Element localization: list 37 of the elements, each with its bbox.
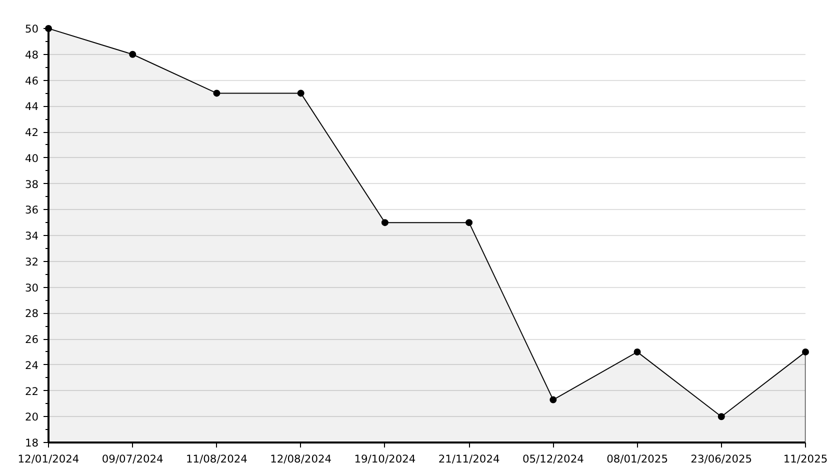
y-tick-label: 22	[24, 384, 39, 398]
y-tick-label: 38	[24, 178, 39, 191]
y-tick-label: 34	[24, 230, 39, 242]
point	[213, 90, 220, 97]
x-tick-label: 19/10/2024	[354, 452, 416, 466]
point	[634, 348, 641, 356]
point	[381, 219, 388, 226]
y-tick-label: 40	[24, 152, 39, 165]
point	[802, 348, 809, 356]
point	[297, 90, 304, 97]
y-tick-label: 24	[24, 358, 39, 372]
x-tick-label: 21/11/2024	[438, 452, 500, 466]
point	[718, 413, 725, 420]
point	[45, 25, 52, 32]
y-tick-label: 18	[24, 436, 39, 450]
x-tick-label: 05/12/2024	[522, 452, 584, 466]
point	[550, 396, 557, 404]
y-tick-label: 50	[24, 22, 39, 36]
x-tick-label: 11/08/2024	[186, 452, 248, 466]
y-tick-label: 46	[24, 74, 39, 88]
x-tick-label: 12/08/2024	[270, 452, 332, 466]
x-tick-label: 23/06/2025	[690, 452, 752, 466]
x-tick-label: 12/01/2024	[18, 452, 80, 466]
y-tick-label: 26	[24, 333, 39, 346]
y-tick-label: 36	[24, 204, 39, 217]
y-tick-label: 44	[24, 100, 39, 114]
x-tick-label: 08/01/2025	[606, 452, 668, 466]
y-tick-label: 20	[24, 410, 39, 424]
y-tick-label: 30	[24, 281, 39, 294]
y-tick-label: 32	[24, 255, 39, 268]
point	[129, 50, 136, 58]
y-tick-label: 28	[24, 307, 39, 320]
y-tick-label: 42	[24, 126, 39, 139]
x-tick-label: 09/07/2024	[102, 452, 164, 466]
x-tick-label: 11/2025	[783, 452, 828, 466]
y-tick-label: 48	[24, 48, 39, 62]
point	[466, 219, 473, 226]
